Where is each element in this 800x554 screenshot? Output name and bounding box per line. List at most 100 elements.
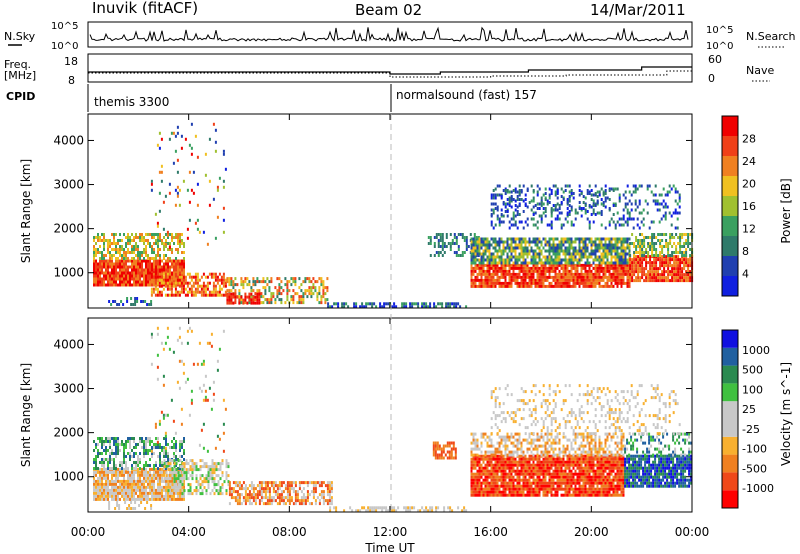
scatter-cell xyxy=(165,482,167,486)
scatter-cell xyxy=(236,481,239,485)
scatter-cell xyxy=(234,499,237,503)
scatter-cell xyxy=(165,485,167,489)
scatter-cell xyxy=(628,217,631,221)
scatter-cell xyxy=(538,246,541,250)
scatter-cell xyxy=(173,271,175,275)
scatter-cell xyxy=(179,259,181,263)
scatter-cell xyxy=(476,258,479,262)
scatter-cell xyxy=(622,193,625,197)
scatter-cell xyxy=(586,281,589,285)
scatter-cell xyxy=(538,281,541,285)
scatter-cell xyxy=(665,258,668,262)
scatter-cell xyxy=(280,298,283,302)
scatter-cell xyxy=(494,266,497,270)
scatter-cell xyxy=(552,249,555,253)
scatter-cell xyxy=(532,281,535,285)
scatter-cell xyxy=(673,276,676,280)
scatter-cell xyxy=(646,184,649,188)
scatter-cell xyxy=(574,263,577,267)
scatter-cell xyxy=(236,499,239,503)
scatter-cell xyxy=(322,493,325,497)
scatter-cell xyxy=(252,295,255,299)
scatter-cell xyxy=(154,284,157,288)
scatter-cell xyxy=(496,493,499,497)
scatter-cell xyxy=(296,499,299,503)
scatter-cell xyxy=(93,467,95,470)
scatter-cell xyxy=(232,295,235,299)
scatter-cell xyxy=(488,469,491,473)
scatter-cell xyxy=(526,252,529,256)
scatter-cell xyxy=(677,267,680,271)
scatter-cell xyxy=(610,246,613,250)
scatter-cell xyxy=(434,456,437,460)
scatter-cell xyxy=(119,239,121,242)
scatter-cell xyxy=(258,481,261,485)
scatter-cell xyxy=(260,496,263,500)
scatter-cell xyxy=(556,214,559,218)
scatter-cell xyxy=(177,494,179,498)
scatter-cell xyxy=(129,476,131,480)
scatter-cell xyxy=(119,259,121,263)
scatter-cell xyxy=(528,237,531,241)
scatter-cell xyxy=(678,211,681,215)
scatter-cell xyxy=(101,476,103,480)
scatter-cell xyxy=(651,267,654,271)
scatter-cell xyxy=(238,292,241,296)
scatter-cell xyxy=(470,240,473,244)
scatter-cell xyxy=(530,240,533,244)
scatter-cell xyxy=(540,201,543,204)
scatter-cell xyxy=(440,447,443,451)
scatter-cell xyxy=(130,297,133,300)
scatter-cell xyxy=(93,479,95,483)
scatter-cell xyxy=(498,275,501,279)
scatter-cell xyxy=(618,237,621,241)
scatter-cell xyxy=(181,455,183,458)
scatter-cell xyxy=(256,298,259,302)
scatter-cell xyxy=(205,492,208,496)
scatter-cell xyxy=(564,189,567,192)
scatter-cell xyxy=(167,497,169,501)
scatter-cell xyxy=(179,474,182,478)
scatter-cell xyxy=(634,208,637,212)
scatter-cell xyxy=(540,252,543,256)
scatter-cell xyxy=(451,302,454,306)
scatter-cell xyxy=(486,484,489,488)
scatter-cell xyxy=(626,202,629,206)
scatter-cell xyxy=(172,293,175,297)
scatter-cell xyxy=(103,248,105,251)
scatter-cell xyxy=(544,258,547,262)
scatter-cell xyxy=(93,265,95,269)
scatter-cell xyxy=(185,462,188,466)
mhz-label: [MHz] xyxy=(4,69,36,82)
scatter-cell xyxy=(439,245,442,248)
scatter-cell xyxy=(324,286,327,290)
scatter-cell xyxy=(655,242,658,245)
scatter-cell xyxy=(153,479,155,483)
scatter-cell xyxy=(504,278,507,282)
scatter-cell xyxy=(248,493,251,497)
scatter-cell xyxy=(153,488,155,492)
scatter-cell xyxy=(125,236,127,239)
scatter-cell xyxy=(658,193,661,197)
scatter-cell xyxy=(514,220,517,224)
scatter-cell xyxy=(540,258,543,262)
scatter-cell xyxy=(95,497,97,501)
scatter-cell xyxy=(474,460,477,464)
scatter-cell xyxy=(113,440,115,443)
scatter-cell xyxy=(608,243,611,247)
scatter-cell xyxy=(147,283,149,287)
scatter-cell xyxy=(574,211,577,215)
scatter-cell xyxy=(449,233,452,236)
scatter-cell xyxy=(602,278,605,282)
scatter-cell xyxy=(598,243,601,247)
scatter-cell xyxy=(168,293,171,297)
scatter-cell xyxy=(552,240,555,244)
scatter-cell xyxy=(482,487,485,491)
scatter-cell xyxy=(542,261,545,265)
scatter-cell xyxy=(687,267,690,271)
scatter-cell xyxy=(486,266,489,270)
scatter-cell xyxy=(288,280,291,284)
scatter-cell xyxy=(139,265,141,269)
scatter-cell xyxy=(145,280,147,284)
scatter-cell xyxy=(129,283,131,287)
